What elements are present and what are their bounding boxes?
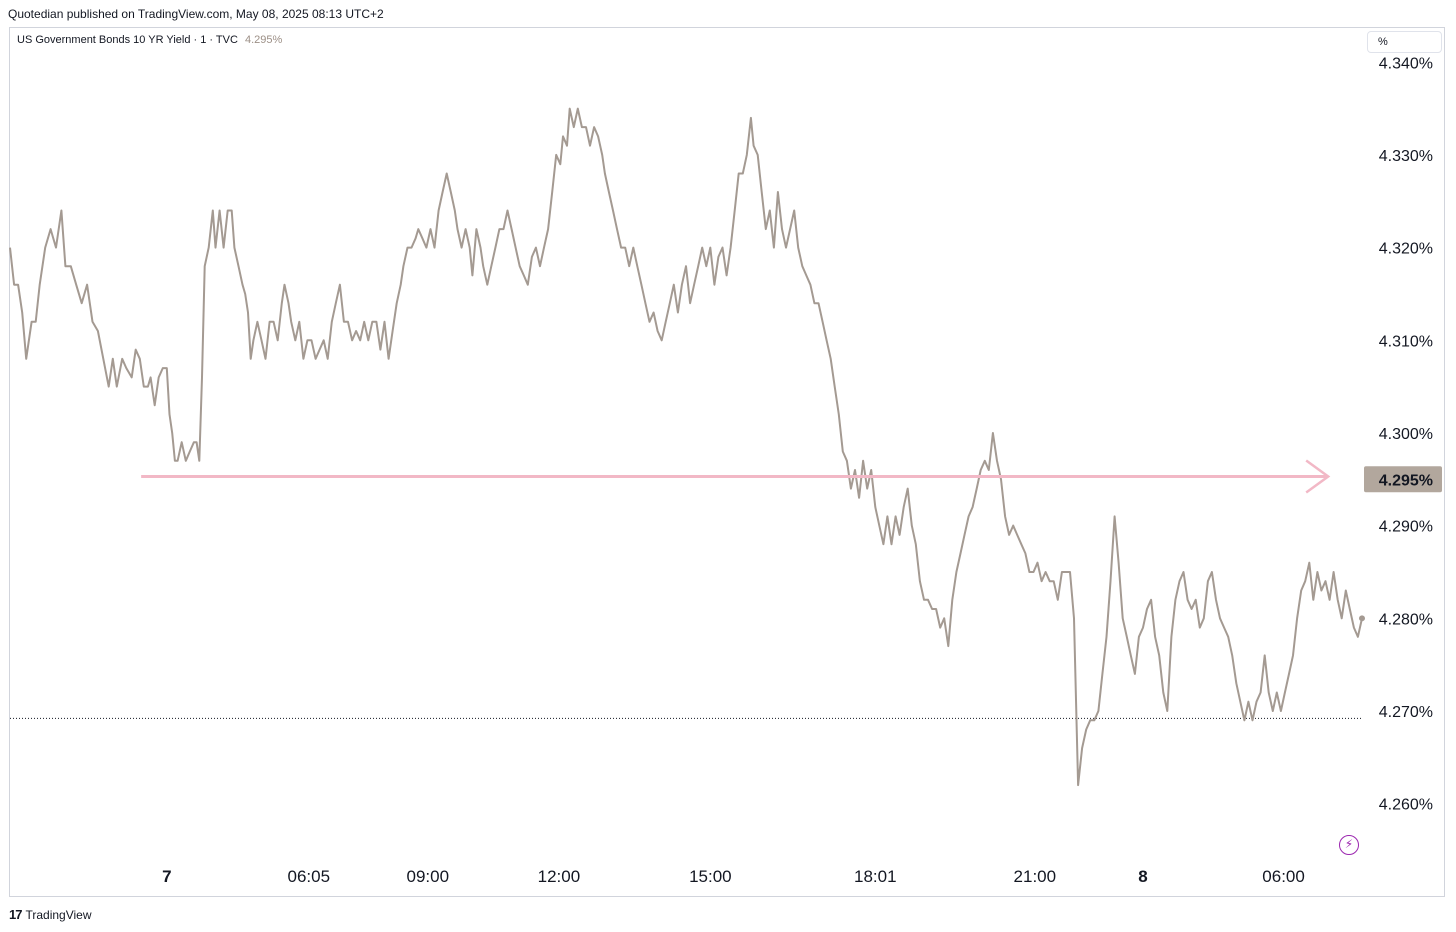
unit-selector[interactable]: % bbox=[1367, 31, 1442, 53]
x-tick-label: 06:05 bbox=[288, 867, 331, 886]
y-tick-label: 4.340% bbox=[1379, 55, 1433, 72]
y-tick-label: 4.280% bbox=[1379, 611, 1433, 628]
chart-frame bbox=[9, 27, 1445, 897]
y-tick-label: 4.290% bbox=[1379, 519, 1433, 536]
legend-symbol: US Government Bonds 10 YR Yield · 1 · TV… bbox=[17, 34, 238, 46]
tradingview-logo[interactable]: 17 TradingView bbox=[9, 907, 92, 922]
chart-legend: US Government Bonds 10 YR Yield · 1 · TV… bbox=[17, 34, 282, 46]
series-line-0 bbox=[9, 107, 1363, 787]
last-price-label: 4.295% bbox=[1379, 472, 1433, 489]
x-tick-label: 21:00 bbox=[1014, 867, 1057, 886]
legend-last-value: 4.295% bbox=[244, 34, 283, 46]
y-tick-label: 4.310% bbox=[1379, 333, 1433, 350]
y-tick-label: 4.260% bbox=[1379, 797, 1433, 814]
x-tick-label: 15:00 bbox=[689, 867, 732, 886]
x-tick-label: 8 bbox=[1138, 867, 1147, 886]
x-tick-label: 18:01 bbox=[854, 867, 897, 886]
last-price-tag bbox=[1364, 466, 1442, 493]
lightning-icon[interactable]: ⚡ bbox=[1339, 835, 1359, 855]
y-tick-label: 4.330% bbox=[1379, 148, 1433, 165]
tradingview-logo-icon: 17 bbox=[9, 907, 23, 922]
tradingview-brand: TradingView bbox=[25, 907, 92, 922]
arrow-annotation-head bbox=[1305, 459, 1331, 494]
publish-line: Quotedian published on TradingView.com, … bbox=[8, 7, 384, 21]
y-tick-label: 4.300% bbox=[1379, 426, 1433, 443]
y-tick-label: 4.270% bbox=[1379, 704, 1433, 721]
y-tick-label: 4.320% bbox=[1379, 241, 1433, 258]
last-point-marker bbox=[1359, 615, 1365, 622]
x-tick-label: 06:00 bbox=[1262, 867, 1305, 886]
x-tick-label: 12:00 bbox=[538, 867, 581, 886]
x-tick-label: 09:00 bbox=[406, 867, 449, 886]
x-tick-label: 7 bbox=[162, 867, 171, 886]
